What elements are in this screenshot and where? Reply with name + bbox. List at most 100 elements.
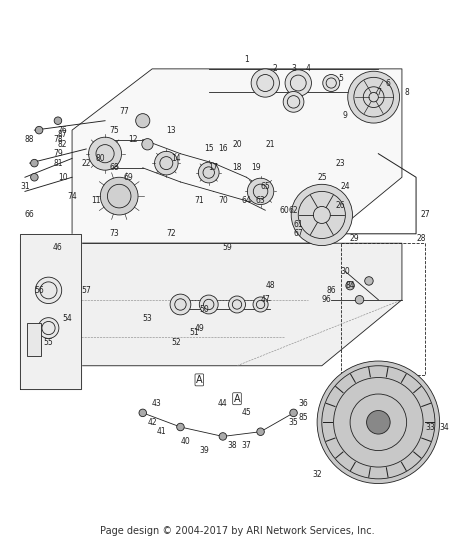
Polygon shape bbox=[72, 69, 402, 243]
Circle shape bbox=[38, 318, 59, 338]
Circle shape bbox=[366, 411, 390, 434]
Text: 79: 79 bbox=[53, 149, 63, 158]
Text: 59: 59 bbox=[223, 243, 232, 252]
Circle shape bbox=[36, 127, 43, 134]
Circle shape bbox=[251, 69, 279, 97]
Circle shape bbox=[219, 433, 227, 440]
Text: 56: 56 bbox=[34, 286, 44, 295]
Bar bbox=[27, 323, 41, 356]
Text: 9: 9 bbox=[343, 111, 348, 121]
Text: 13: 13 bbox=[166, 125, 176, 135]
Text: 62: 62 bbox=[289, 206, 298, 214]
Circle shape bbox=[89, 137, 121, 170]
Text: 6: 6 bbox=[385, 79, 390, 87]
Circle shape bbox=[290, 409, 297, 416]
Text: 7: 7 bbox=[376, 88, 381, 97]
Text: A: A bbox=[196, 375, 202, 385]
Text: 86: 86 bbox=[327, 286, 336, 295]
Text: 39: 39 bbox=[199, 446, 209, 455]
Text: 24: 24 bbox=[340, 182, 350, 191]
Text: 63: 63 bbox=[255, 197, 265, 205]
Text: 74: 74 bbox=[67, 192, 77, 200]
Text: 64: 64 bbox=[242, 197, 251, 205]
Circle shape bbox=[136, 113, 150, 128]
Text: 82: 82 bbox=[58, 140, 67, 149]
Text: 31: 31 bbox=[20, 182, 30, 191]
Text: 21: 21 bbox=[265, 140, 275, 149]
Text: 54: 54 bbox=[63, 314, 72, 323]
Text: Page design © 2004-2017 by ARI Network Services, Inc.: Page design © 2004-2017 by ARI Network S… bbox=[100, 527, 374, 536]
Circle shape bbox=[199, 295, 218, 314]
Text: 32: 32 bbox=[312, 470, 322, 478]
Text: 18: 18 bbox=[232, 163, 242, 172]
Circle shape bbox=[365, 277, 373, 285]
Text: 48: 48 bbox=[265, 281, 275, 290]
Text: 37: 37 bbox=[242, 441, 251, 450]
Circle shape bbox=[247, 178, 274, 205]
Text: 51: 51 bbox=[190, 329, 200, 337]
Text: 43: 43 bbox=[152, 399, 162, 408]
Text: 41: 41 bbox=[157, 427, 166, 436]
Text: 19: 19 bbox=[251, 163, 261, 172]
Text: 35: 35 bbox=[289, 418, 299, 427]
Text: 15: 15 bbox=[204, 144, 214, 154]
Circle shape bbox=[31, 159, 38, 167]
Circle shape bbox=[31, 173, 38, 181]
Text: 77: 77 bbox=[119, 107, 129, 116]
Circle shape bbox=[155, 151, 178, 175]
Text: 57: 57 bbox=[82, 286, 91, 295]
Circle shape bbox=[283, 91, 304, 112]
Circle shape bbox=[257, 428, 264, 435]
Text: 55: 55 bbox=[44, 338, 54, 346]
Text: 75: 75 bbox=[109, 125, 119, 135]
Text: 49: 49 bbox=[194, 324, 204, 332]
Text: 78: 78 bbox=[53, 135, 63, 144]
Text: 68: 68 bbox=[109, 163, 119, 172]
Circle shape bbox=[323, 74, 340, 91]
Text: 50: 50 bbox=[199, 305, 209, 314]
Text: 17: 17 bbox=[209, 163, 218, 172]
Text: 76: 76 bbox=[58, 125, 67, 135]
Text: 16: 16 bbox=[218, 144, 228, 154]
Text: 30: 30 bbox=[340, 267, 350, 276]
Circle shape bbox=[346, 281, 355, 290]
Text: 84: 84 bbox=[345, 281, 355, 290]
Text: 46: 46 bbox=[53, 243, 63, 252]
Text: 85: 85 bbox=[298, 413, 308, 422]
Circle shape bbox=[317, 361, 439, 484]
Text: 27: 27 bbox=[421, 211, 430, 219]
Text: 45: 45 bbox=[242, 408, 251, 418]
Circle shape bbox=[198, 162, 219, 183]
Circle shape bbox=[139, 409, 146, 416]
Text: 14: 14 bbox=[171, 154, 181, 163]
Text: 4: 4 bbox=[305, 65, 310, 73]
Text: 70: 70 bbox=[218, 197, 228, 205]
Text: 12: 12 bbox=[128, 135, 138, 144]
Circle shape bbox=[348, 71, 400, 123]
Text: 87: 87 bbox=[58, 130, 67, 140]
Text: A: A bbox=[234, 394, 240, 404]
Text: 10: 10 bbox=[58, 173, 67, 182]
Text: 73: 73 bbox=[109, 229, 119, 238]
Text: 60: 60 bbox=[279, 206, 289, 214]
Circle shape bbox=[356, 295, 364, 304]
Text: 3: 3 bbox=[291, 65, 296, 73]
Text: 67: 67 bbox=[293, 229, 303, 238]
Circle shape bbox=[177, 423, 184, 431]
Text: 1: 1 bbox=[244, 55, 249, 64]
Text: 52: 52 bbox=[171, 338, 181, 346]
Text: 5: 5 bbox=[338, 74, 343, 83]
Text: 26: 26 bbox=[336, 201, 346, 210]
Circle shape bbox=[285, 70, 311, 96]
Text: 71: 71 bbox=[194, 197, 204, 205]
Text: 69: 69 bbox=[124, 173, 134, 182]
Circle shape bbox=[228, 296, 246, 313]
Text: 23: 23 bbox=[336, 159, 346, 168]
Text: 29: 29 bbox=[350, 234, 360, 243]
Text: 65: 65 bbox=[260, 182, 270, 191]
Text: 47: 47 bbox=[260, 295, 270, 304]
Text: 81: 81 bbox=[53, 159, 63, 168]
Circle shape bbox=[54, 117, 62, 124]
Text: 20: 20 bbox=[232, 140, 242, 149]
Text: ARI: ARI bbox=[141, 223, 333, 320]
